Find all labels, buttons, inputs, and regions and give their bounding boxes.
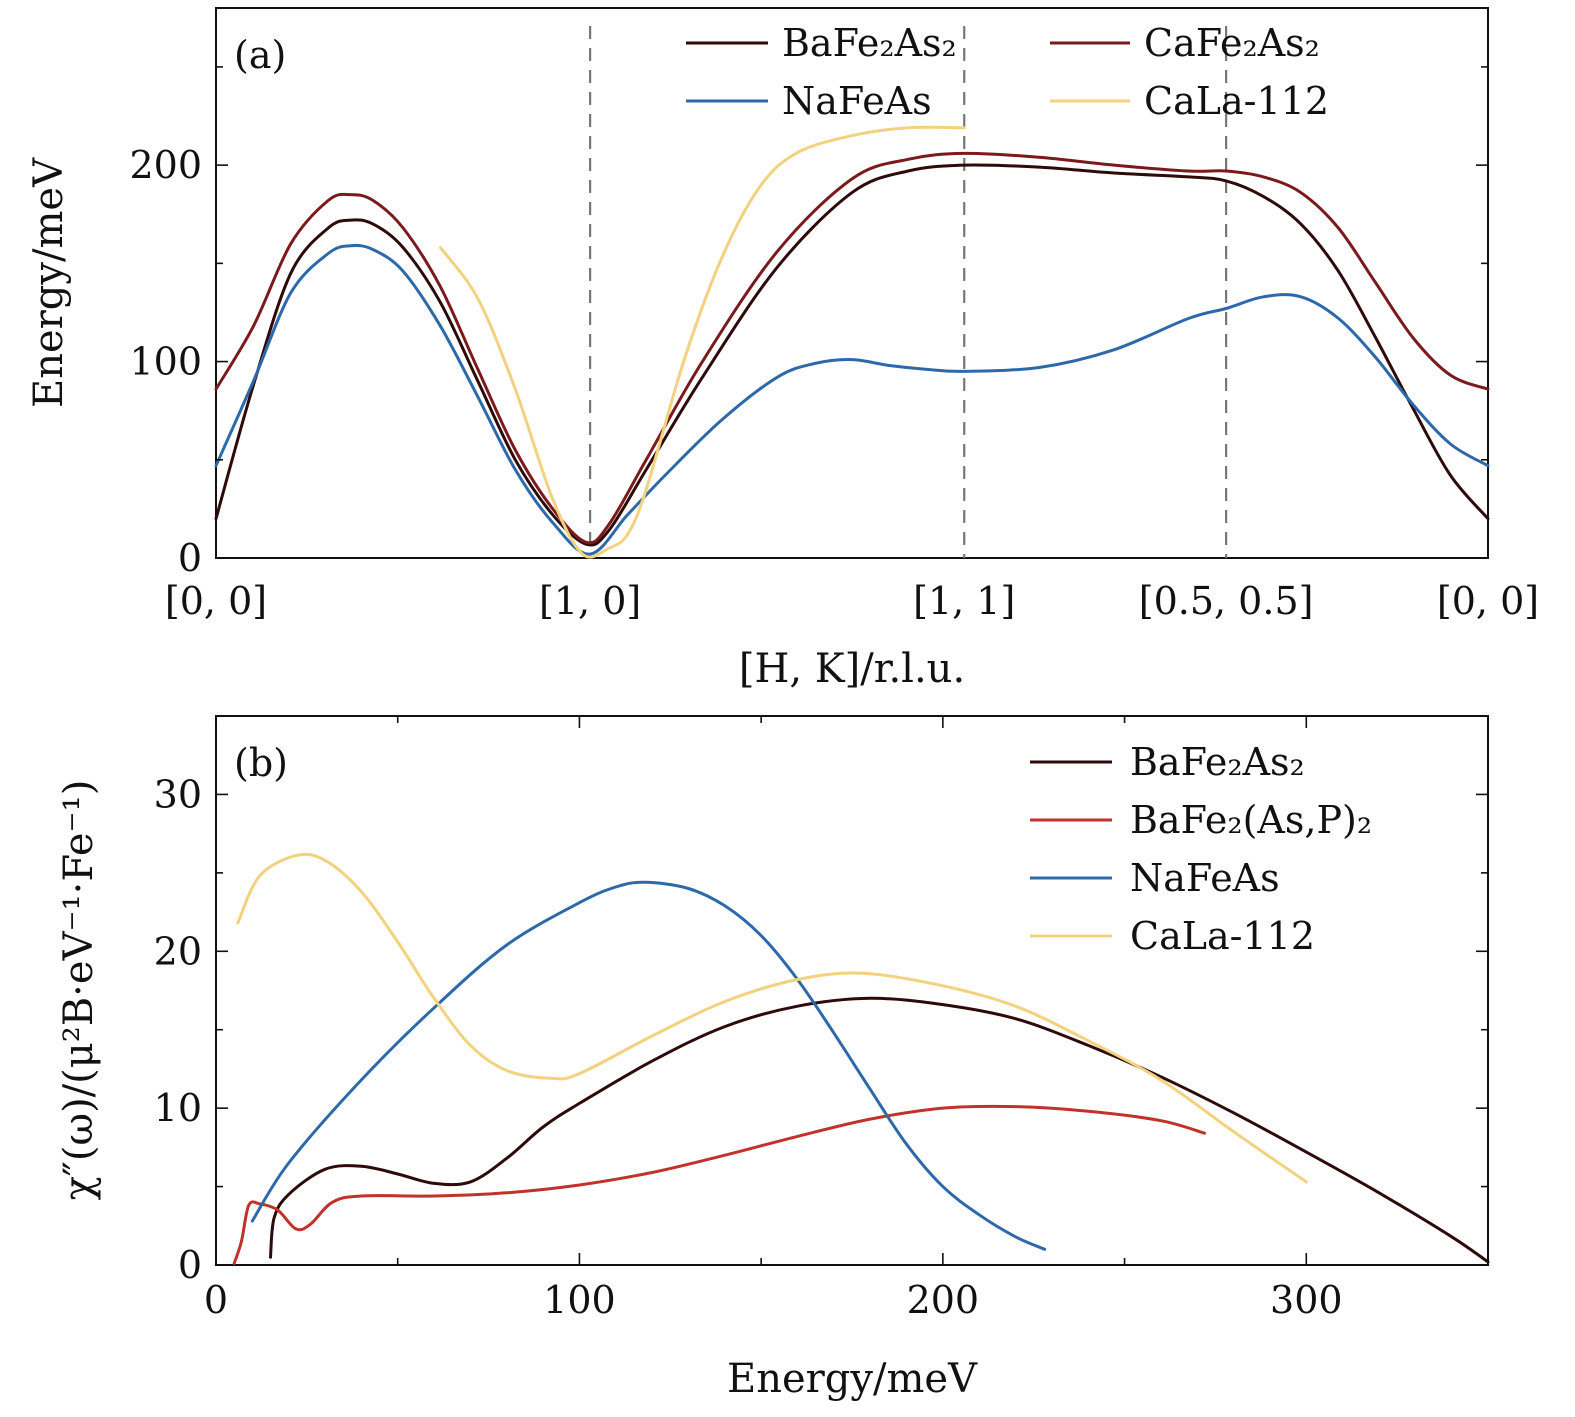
panel-a-tag: (a) [234,33,286,77]
legend-a-label-cala112: CaLa-112 [1144,79,1329,123]
panel-b-series-cala-112 [236,852,1308,1184]
panel-a-dashed-lines [589,26,1228,558]
panel-a-x-tick-label: [1, 1] [913,579,1015,623]
panel-a-y-tick-label: 100 [129,340,202,384]
panel-a-x-tick-label: [0, 0] [165,579,267,623]
panel-b-y-ticks: 0 10 20 30 [154,715,1488,1287]
panel-a-series-nafeas [214,243,1490,556]
panel-a-y-tick-label: 0 [178,536,202,580]
panel-a-series-cafe-as [214,151,1490,545]
legend-b-label-nafeas: NaFeAs [1130,856,1280,900]
panel-b-series-nafeas [250,880,1047,1251]
panel-b-series-bafe-as-p [232,1104,1206,1265]
legend-b-label-bafe2as2: BaFe₂As₂ [1130,740,1305,784]
panel-a-series-cala-112 [439,125,966,559]
panel-a-x-tick-label: [0, 0] [1437,579,1539,623]
panel-a-series-group [214,125,1490,559]
panel-a-y-ticks: 0 100 200 [129,66,1488,580]
panel-b-x-tick-label: 300 [1270,1278,1343,1322]
legend-a-label-bafe2as2: BaFe₂As₂ [782,21,957,65]
panel-a-plot-frame [215,7,1489,559]
legend-a-label-cafe2as2: CaFe₂As₂ [1144,21,1320,65]
panel-b-y-tick-label: 0 [178,1243,202,1287]
panel-a-x-tick-label: [0.5, 0.5] [1139,579,1314,623]
panel-b-y-tick-label: 10 [154,1086,202,1130]
panel-b-susceptibility: 0 10 20 30 0 100 200 300 (b) Energy/meV χ″(ω)/… [56,715,1490,1402]
panel-b-y-axis-label: χ″(ω)/(μ²B·eV⁻¹·Fe⁻¹) [56,780,102,1201]
legend-b-label-cala112: CaLa-112 [1130,914,1315,958]
panel-b-x-ticks: 0 100 200 300 [204,716,1489,1322]
panel-a-x-tick-label: [1, 0] [539,579,641,623]
panel-b-x-tick-label: 200 [907,1278,980,1322]
panel-b-x-tick-label: 0 [204,1278,228,1322]
panel-b-series-group [232,852,1490,1265]
panel-a-x-ticks: [0, 0] [1, 0] [1, 1] [0.5, 0.5] [0, 0] [165,579,1539,623]
panel-b-y-tick-label: 30 [154,772,202,816]
panel-a-y-axis-label: Energy/meV [26,157,72,408]
panel-b-y-tick-label: 20 [154,929,202,973]
panel-a-x-axis-label: [H, K]/r.l.u. [739,646,965,692]
panel-b-x-axis-label: Energy/meV [727,1356,978,1402]
panel-a-series-bafe-as [214,163,1490,547]
panel-b-series-bafe-as [269,996,1490,1264]
panel-b-plot-frame [215,715,1489,1266]
legend-b-label-bafe2asp2: BaFe₂(As,P)₂ [1130,798,1372,842]
panel-b-tag: (b) [234,741,288,785]
panel-b-x-tick-label: 100 [543,1278,616,1322]
panel-a-legend: BaFe₂As₂ CaFe₂As₂ NaFeAs CaLa-112 [686,21,1329,123]
panel-b-legend: BaFe₂As₂ BaFe₂(As,P)₂ NaFeAs CaLa-112 [1030,740,1372,958]
legend-a-label-nafeas: NaFeAs [782,79,932,123]
panel-a-y-tick-label: 200 [129,143,202,187]
